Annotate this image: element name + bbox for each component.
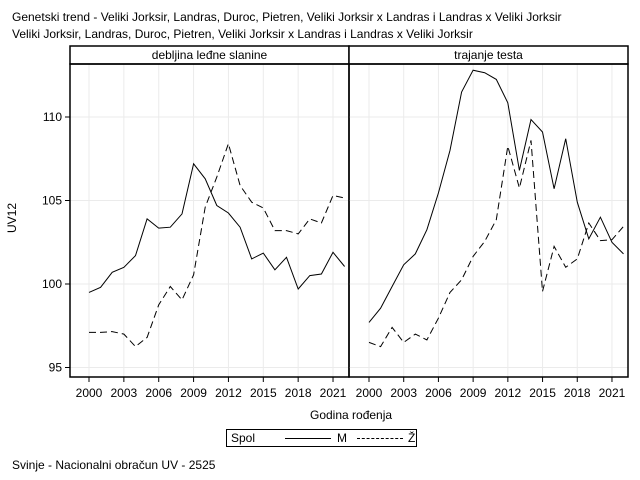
chart-title-line-1: Genetski trend - Veliki Jorksir, Landras… (12, 10, 562, 24)
series-line-z (89, 142, 345, 348)
x-tick-label: 2006 (145, 386, 172, 400)
legend: Spol M Ž (226, 429, 417, 447)
legend-label-z: Ž (408, 431, 416, 445)
x-tick-label: 2021 (320, 386, 347, 400)
footer-note: Svinje - Nacionalni obračun UV - 2525 (12, 458, 216, 472)
panel-title: debljina leđne slanine (152, 48, 268, 62)
panel-1: debljina leđne slanine 2000 2003 2006 2009 20… (69, 45, 350, 400)
x-tick-label: 2018 (564, 386, 591, 400)
y-axis-label: UV12 (5, 202, 19, 233)
chart-title-line-2: Veliki Jorksir, Landras, Duroc, Pietren,… (12, 27, 473, 41)
x-tick-label: 2009 (460, 386, 487, 400)
x-tick-label: 2015 (529, 386, 556, 400)
legend-dashed-line-icon (357, 438, 403, 439)
x-tick-label: 2021 (599, 386, 626, 400)
y-tick-label: 95 (49, 361, 63, 375)
panel-frame (69, 63, 350, 378)
panel-frame (348, 63, 629, 378)
legend-title: Spol (231, 431, 256, 445)
series-line-m (368, 69, 624, 323)
x-tick-label: 2018 (285, 386, 312, 400)
legend-label-m: M (337, 431, 347, 445)
y-tick-label: 100 (42, 277, 62, 291)
x-axis-label: Godina rođenja (310, 408, 393, 422)
x-tick-label: 2000 (76, 386, 103, 400)
x-tick-label: 2003 (390, 386, 417, 400)
x-tick-label: 2006 (425, 386, 452, 400)
series-line-z (368, 140, 624, 348)
x-tick-label: 2000 (356, 386, 383, 400)
x-tick-label: 2003 (111, 386, 138, 400)
panel-title: trajanje testa (454, 48, 523, 62)
x-tick-label: 2012 (215, 386, 242, 400)
y-tick-label: 110 (43, 110, 62, 124)
x-tick-label: 2009 (180, 386, 207, 400)
series-line-m (88, 162, 345, 293)
x-tick-label: 2012 (494, 386, 521, 400)
x-tick-label: 2015 (250, 386, 277, 400)
legend-solid-line-icon (285, 438, 331, 439)
panel-2: trajanje testa 2000 2003 2006 2009 2012 2015 20… (348, 45, 629, 400)
y-tick-label: 105 (42, 194, 62, 208)
